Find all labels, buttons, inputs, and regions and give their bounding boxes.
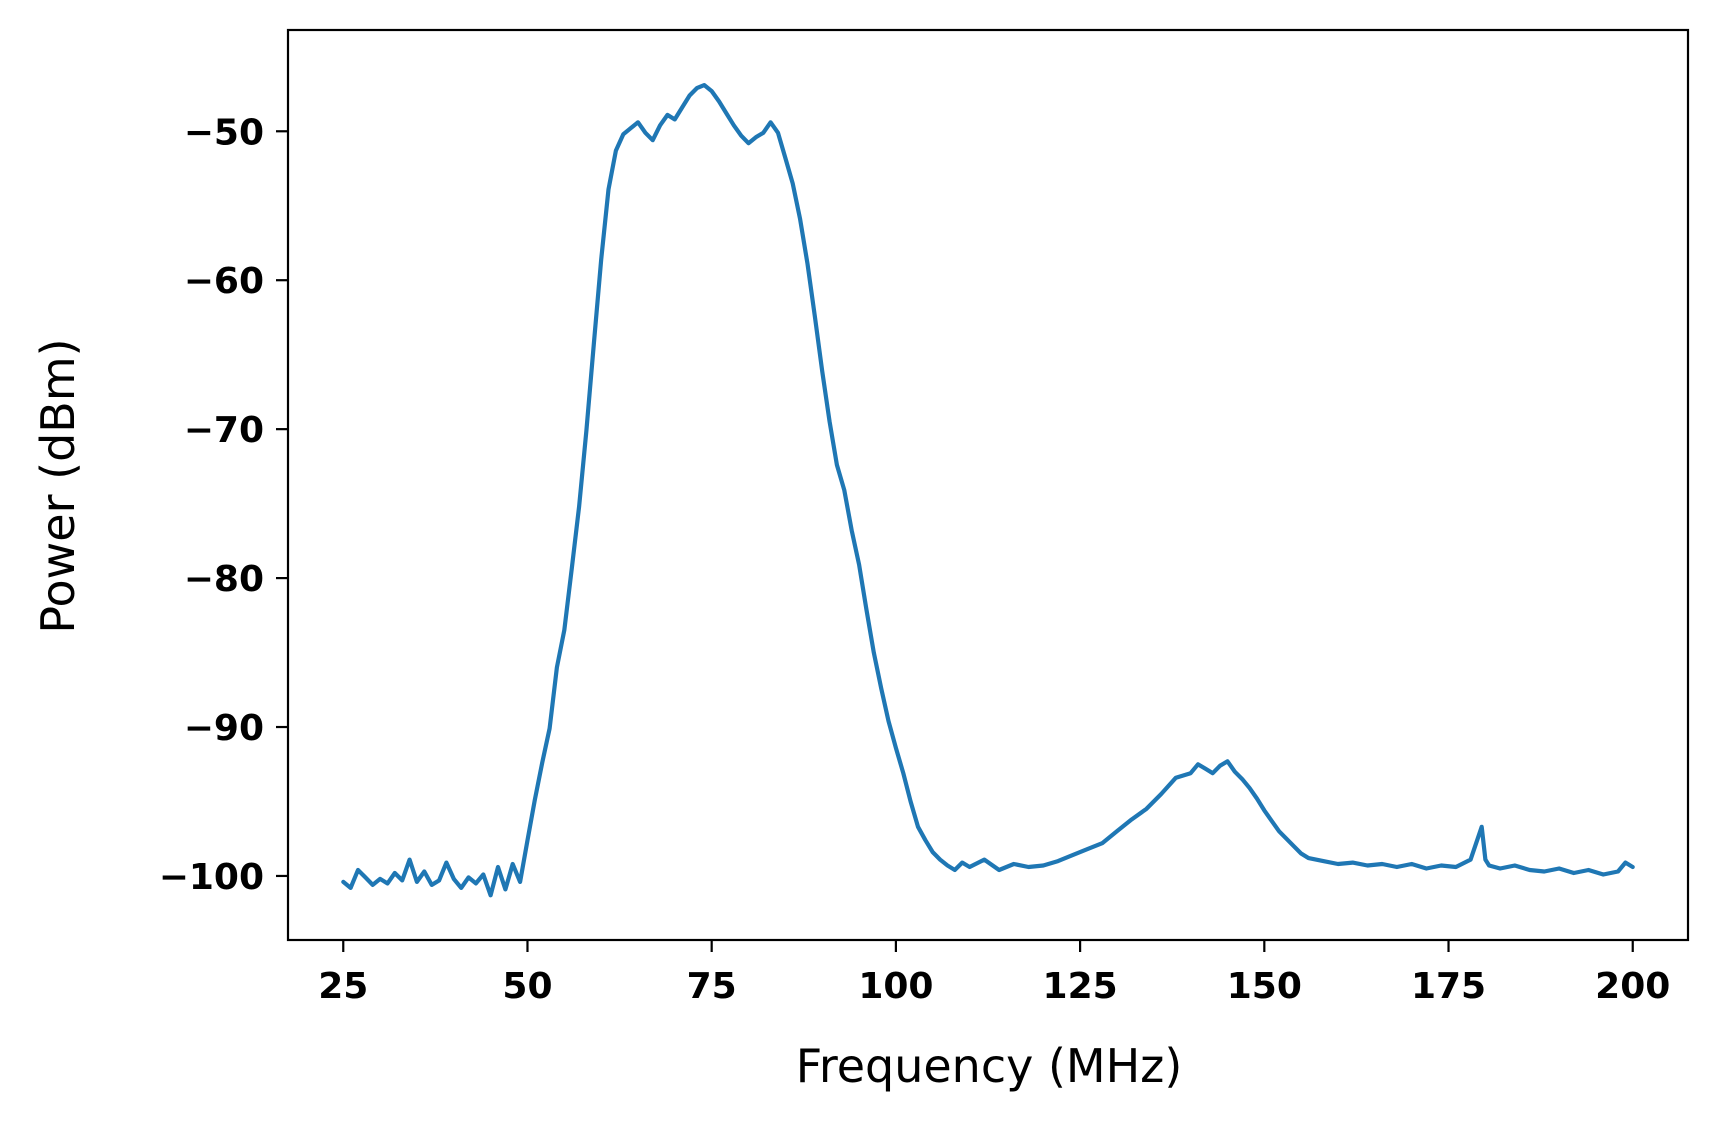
y-tick-label: −90 (184, 708, 264, 749)
x-tick-label: 25 (318, 966, 368, 1007)
x-tick-label: 50 (502, 966, 552, 1007)
x-tick-label: 125 (1043, 966, 1118, 1007)
marks-layer (286, 28, 1690, 942)
y-tick-label: −100 (159, 857, 264, 898)
x-tick-label: 75 (687, 966, 737, 1007)
x-tick-label: 150 (1227, 966, 1302, 1007)
x-tick-label: 100 (858, 966, 933, 1007)
y-tick-label: −70 (184, 410, 264, 451)
x-axis-title: Frequency (MHz) (796, 1039, 1183, 1093)
x-tick-label: 175 (1411, 966, 1486, 1007)
y-tick-label: −50 (184, 112, 264, 153)
y-tick-label: −60 (184, 261, 264, 302)
y-tick-label: −80 (184, 559, 264, 600)
plot-frame (286, 28, 1690, 942)
y-axis-ticks: −50 −60 −70 −80 −90 −100 (159, 112, 288, 898)
series-line-0 (341, 83, 1635, 898)
x-axis-ticks: 25 50 75 100 125 150 175 200 (318, 940, 1670, 1007)
x-tick-label: 200 (1595, 966, 1670, 1007)
y-axis-title: Power (dBm) (31, 338, 85, 633)
